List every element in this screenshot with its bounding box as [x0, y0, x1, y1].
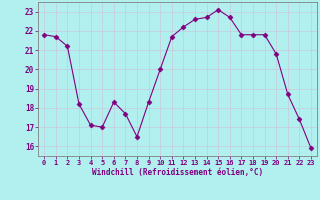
X-axis label: Windchill (Refroidissement éolien,°C): Windchill (Refroidissement éolien,°C)	[92, 168, 263, 177]
